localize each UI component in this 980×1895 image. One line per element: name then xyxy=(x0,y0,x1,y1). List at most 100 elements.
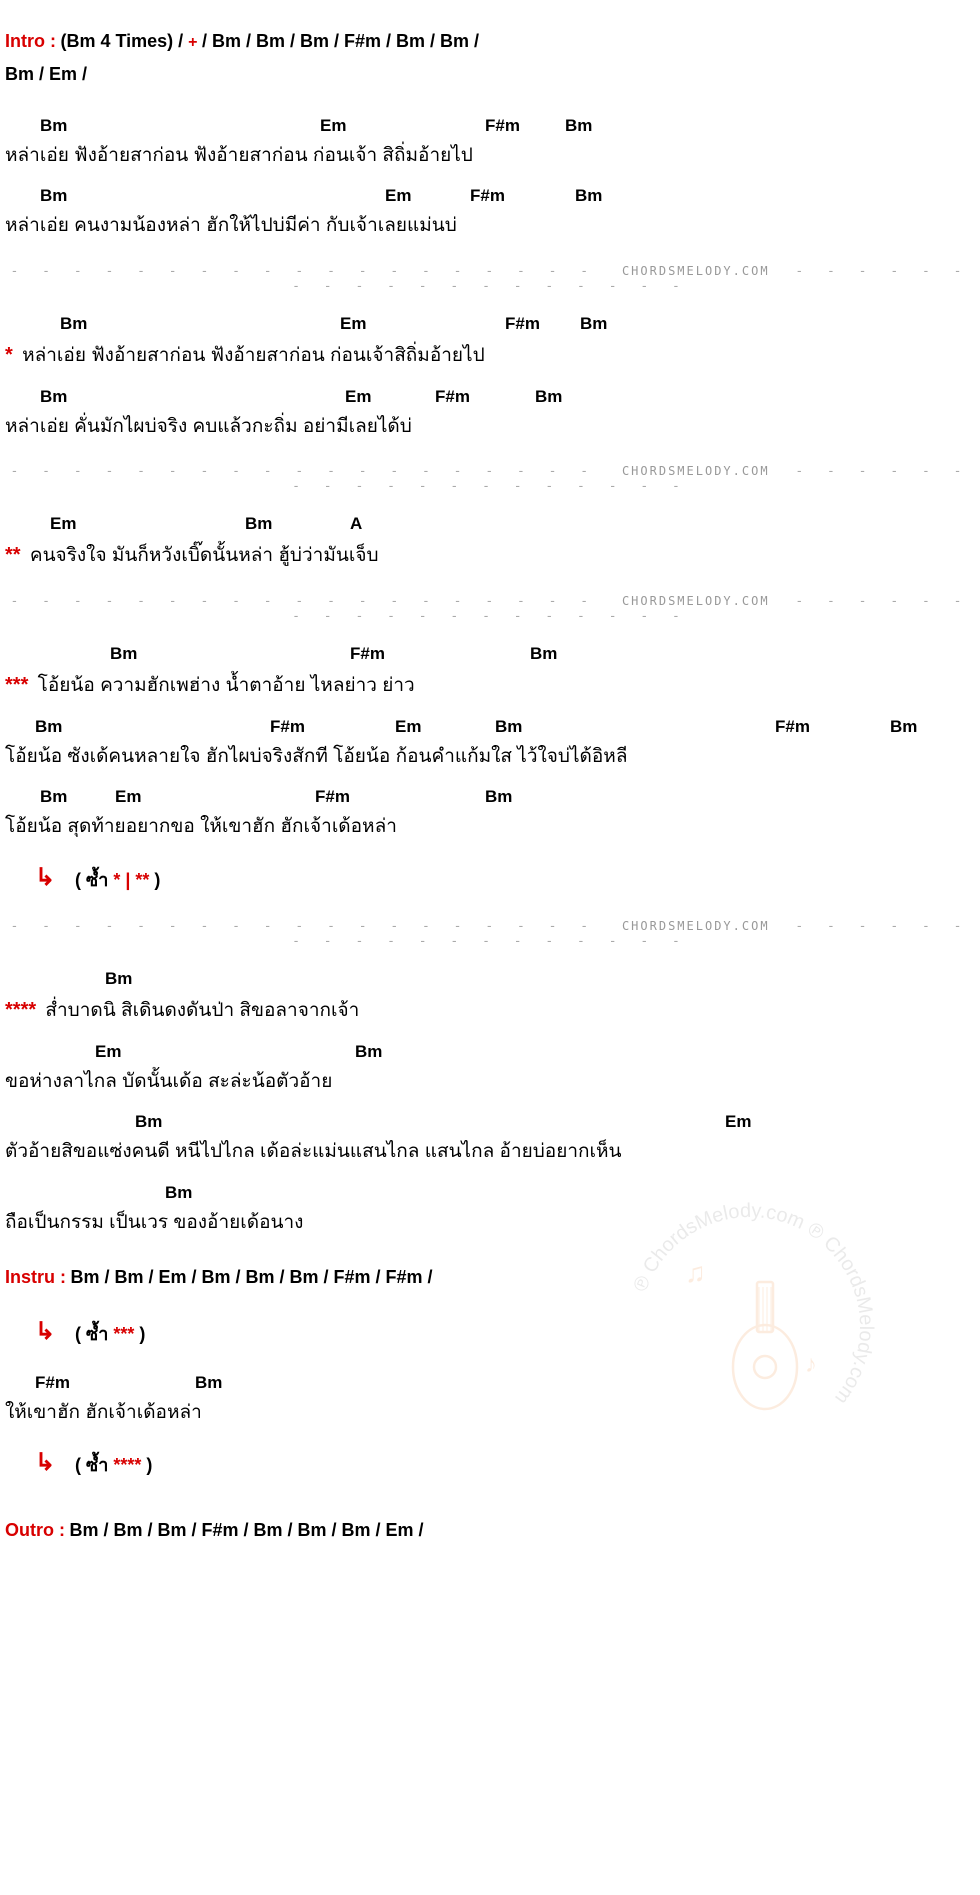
intro-chords-2: / Bm / Bm / Bm / F#m / Bm / Bm / xyxy=(202,31,479,51)
verse-6-line-1: F#m Bm ให้เขาฮัก ฮักเจ้าเด้อหล่า xyxy=(5,1373,975,1426)
chord-row: Em Bm A xyxy=(5,514,975,542)
chord-label: Em xyxy=(395,717,421,737)
chord-label: F#m xyxy=(435,387,470,407)
chord-row: Bm F#m Em Bm F#m Bm xyxy=(5,717,975,745)
verse-3: Em Bm A ** คนจริงใจ มันก็หวังเบิ๊ดนั้นหล… xyxy=(5,514,975,569)
chord-label: Em xyxy=(345,387,371,407)
verse-3-line-1: Em Bm A ** คนจริงใจ มันก็หวังเบิ๊ดนั้นหล… xyxy=(5,514,975,569)
chord-row: Bm F#m Bm xyxy=(5,644,975,672)
instru-label: Instru : xyxy=(5,1267,66,1287)
section-divider: - - - - - - - - - - - - - - - - - - - CH… xyxy=(5,919,975,949)
repeat-arrow-icon: ↳ xyxy=(35,1317,55,1346)
lyric-text: ให้เขาฮัก ฮักเจ้าเด้อหล่า xyxy=(5,1401,975,1426)
repeat-marker-1: ↳ ( ซ้ำ * | ** ) xyxy=(5,865,975,894)
outro-label: Outro : xyxy=(5,1520,65,1540)
verse-6: F#m Bm ให้เขาฮัก ฮักเจ้าเด้อหล่า xyxy=(5,1373,975,1426)
chord-label: F#m xyxy=(35,1373,70,1393)
chord-row: F#m Bm xyxy=(5,1373,975,1401)
verse-1-line-1: Bm Em F#m Bm หล่าเอ่ย ฟังอ้ายสาก่อน ฟังอ… xyxy=(5,116,975,169)
repeat-stars: **** xyxy=(113,1455,141,1475)
lyric-span: ส่ำบาดนิ สิเดินดงดันป่า สิขอลาจากเจ้า xyxy=(40,1000,359,1021)
chord-label: F#m xyxy=(315,787,350,807)
chord-label: Bm xyxy=(355,1042,382,1062)
star-marker-3: *** xyxy=(5,674,28,696)
chord-row: Bm Em F#m Bm xyxy=(5,387,975,415)
chord-label: Bm xyxy=(575,186,602,206)
lyric-text: ** คนจริงใจ มันก็หวังเบิ๊ดนั้นหล่า ฮู้บ่… xyxy=(5,542,975,569)
repeat-prefix: ( ซ้ำ xyxy=(75,1455,113,1475)
chord-row: Bm Em xyxy=(5,1112,975,1140)
lyric-text: โอ้ยน้อ สุดท้ายอยากขอ ให้เขาฮัก ฮักเจ้าเ… xyxy=(5,815,975,840)
chord-label: F#m xyxy=(505,314,540,334)
intro-chords-3: Bm / Em / xyxy=(5,64,87,84)
intro-label: Intro : xyxy=(5,31,56,51)
chord-label: Bm xyxy=(35,717,62,737)
instru-section: Instru : Bm / Bm / Em / Bm / Bm / Bm / F… xyxy=(5,1261,975,1294)
divider-site-name: CHORDSMELODY.COM xyxy=(622,464,770,478)
section-divider: - - - - - - - - - - - - - - - - - - - CH… xyxy=(5,264,975,294)
repeat-suffix: ) xyxy=(149,870,160,890)
divider-site-name: CHORDSMELODY.COM xyxy=(622,594,770,608)
divider-site-name: CHORDSMELODY.COM xyxy=(622,264,770,278)
verse-2: Bm Em F#m Bm * หล่าเอ่ย ฟังอ้ายสาก่อน ฟั… xyxy=(5,314,975,439)
chord-label: Bm xyxy=(195,1373,222,1393)
lyric-text: ถือเป็นกรรม เป็นเวร ของอ้ายเด้อนาง xyxy=(5,1211,975,1236)
instru-chords: Bm / Bm / Em / Bm / Bm / Bm / F#m / F#m … xyxy=(70,1267,432,1287)
repeat-stars: *** xyxy=(113,1324,134,1344)
intro-chords-1: (Bm 4 Times) / xyxy=(60,31,188,51)
lyric-text: ตัวอ้ายสิขอแซ่งคนดี หนีไปไกล เด้อล่ะแม่น… xyxy=(5,1140,975,1165)
chord-label: Bm xyxy=(495,717,522,737)
lyric-text: หล่าเอ่ย คนงามน้องหล่า ฮักให้ไปบ่มีค่า ก… xyxy=(5,214,975,239)
chord-label: F#m xyxy=(775,717,810,737)
chord-label: Bm xyxy=(110,644,137,664)
repeat-suffix: ) xyxy=(134,1324,145,1344)
verse-4-line-2: Bm F#m Em Bm F#m Bm โอ้ยน้อ ซังเด้คนหลาย… xyxy=(5,717,975,770)
intro-section: Intro : (Bm 4 Times) / + / Bm / Bm / Bm … xyxy=(5,25,975,91)
chord-row: Bm Em F#m Bm xyxy=(5,116,975,144)
chord-label: A xyxy=(350,514,362,534)
section-divider: - - - - - - - - - - - - - - - - - - - CH… xyxy=(5,594,975,624)
repeat-arrow-icon: ↳ xyxy=(35,863,55,892)
lyric-text: *** โอ้ยน้อ ความฮักเพฮ่าง น้ำตาอ้าย ไหลย… xyxy=(5,672,975,699)
verse-2-line-2: Bm Em F#m Bm หล่าเอ่ย คั่นมักไผบ่จริง คบ… xyxy=(5,387,975,440)
outro-chords: Bm / Bm / Bm / F#m / Bm / Bm / Bm / Em / xyxy=(69,1520,423,1540)
chord-label: Em xyxy=(95,1042,121,1062)
repeat-prefix: ( ซ้ำ xyxy=(75,870,113,890)
chord-label: Bm xyxy=(40,186,67,206)
verse-5-line-4: Bm ถือเป็นกรรม เป็นเวร ของอ้ายเด้อนาง xyxy=(5,1183,975,1236)
chord-label: Bm xyxy=(565,116,592,136)
verse-5-line-1: Bm **** ส่ำบาดนิ สิเดินดงดันป่า สิขอลาจา… xyxy=(5,969,975,1024)
lyric-text: โอ้ยน้อ ซังเด้คนหลายใจ ฮักไผบ่จริงสักที … xyxy=(5,745,975,770)
chord-label: Em xyxy=(115,787,141,807)
repeat-stars: * | ** xyxy=(113,870,149,890)
lyric-text: **** ส่ำบาดนิ สิเดินดงดันป่า สิขอลาจากเจ… xyxy=(5,997,975,1024)
star-marker-4: **** xyxy=(5,999,36,1021)
chord-label: Bm xyxy=(535,387,562,407)
chord-row: Bm Em F#m Bm xyxy=(5,787,975,815)
lyric-text: * หล่าเอ่ย ฟังอ้ายสาก่อน ฟังอ้ายสาก่อน ก… xyxy=(5,342,975,369)
chord-label: Em xyxy=(320,116,346,136)
repeat-arrow-icon: ↳ xyxy=(35,1448,55,1477)
repeat-text: ( ซ้ำ **** ) xyxy=(75,1455,152,1475)
lyric-text: ขอห่างลาไกล บัดนั้นเด้อ สะล่ะน้อตัวอ้าย xyxy=(5,1070,975,1095)
chord-row: Bm xyxy=(5,1183,975,1211)
repeat-text: ( ซ้ำ *** ) xyxy=(75,1324,145,1344)
verse-5-line-2: Em Bm ขอห่างลาไกล บัดนั้นเด้อ สะล่ะน้อตั… xyxy=(5,1042,975,1095)
chord-label: Bm xyxy=(60,314,87,334)
chord-row: Bm Em F#m Bm xyxy=(5,186,975,214)
chord-label: Bm xyxy=(40,787,67,807)
chord-label: Bm xyxy=(40,387,67,407)
divider-site-name: CHORDSMELODY.COM xyxy=(622,919,770,933)
chord-label: Bm xyxy=(105,969,132,989)
chord-label: Bm xyxy=(245,514,272,534)
verse-4: Bm F#m Bm *** โอ้ยน้อ ความฮักเพฮ่าง น้ำต… xyxy=(5,644,975,840)
divider-dashes: - - - - - - - - - - - - - - - - - - - xyxy=(11,594,597,609)
plus-icon: + xyxy=(188,34,197,51)
chord-row: Em Bm xyxy=(5,1042,975,1070)
chord-label: Bm xyxy=(890,717,917,737)
chord-label: F#m xyxy=(270,717,305,737)
verse-5-line-3: Bm Em ตัวอ้ายสิขอแซ่งคนดี หนีไปไกล เด้อล… xyxy=(5,1112,975,1165)
lyric-span: หล่าเอ่ย ฟังอ้ายสาก่อน ฟังอ้ายสาก่อน ก่อ… xyxy=(17,345,485,366)
star-marker-2: ** xyxy=(5,544,21,566)
chord-label: Em xyxy=(385,186,411,206)
